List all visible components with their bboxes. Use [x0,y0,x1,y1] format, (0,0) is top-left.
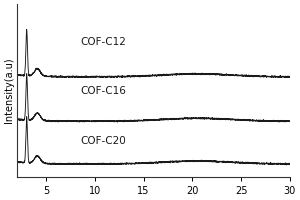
Y-axis label: Intensity(a.u): Intensity(a.u) [4,58,14,123]
Text: COF-C12: COF-C12 [80,37,126,47]
Text: COF-C20: COF-C20 [80,136,126,146]
Text: COF-C16: COF-C16 [80,86,126,96]
